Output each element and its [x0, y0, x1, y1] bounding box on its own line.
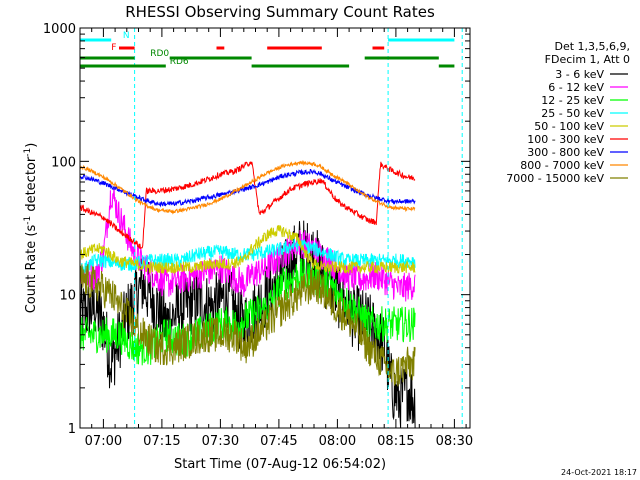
- series-line-4: [79, 225, 416, 275]
- legend-label-2: 12 - 25 keV: [541, 94, 604, 107]
- flag-label-f: F: [111, 43, 116, 53]
- flag-bar-rd0-1: [169, 56, 252, 60]
- legend-label-8: 7000 - 15000 keV: [506, 172, 604, 185]
- flag-bar-f-0: [119, 46, 135, 50]
- legend-label-6: 300 - 800 keV: [527, 146, 604, 159]
- legend-item-5: 100 - 300 keV: [527, 133, 628, 146]
- plot-frame: [79, 27, 471, 429]
- x-tick-label-4: 08:00: [319, 434, 356, 449]
- y-axis-label: Count Rate (s-1 detector-1): [23, 143, 39, 314]
- x-tick-label-5: 08:15: [377, 434, 414, 449]
- x-axis-label: Start Time (07-Aug-12 06:54:02): [174, 457, 386, 472]
- legend-label-5: 100 - 300 keV: [527, 133, 604, 146]
- flag-bar-rd0-2: [364, 56, 439, 60]
- legend-item-8: 7000 - 15000 keV: [506, 172, 628, 185]
- x-tick-label-6: 08:30: [436, 434, 473, 449]
- x-tick-label-2: 07:30: [202, 434, 239, 449]
- chart-title: RHESSI Observing Summary Count Rates: [125, 3, 435, 21]
- flag-label-n: N: [123, 31, 130, 41]
- series-line-2: [79, 258, 416, 366]
- flag-bar-rd6-1: [251, 64, 350, 68]
- legend-label-7: 800 - 7000 keV: [520, 159, 604, 172]
- flag-bar-n-0: [80, 38, 112, 42]
- y-tick-label-0: 1: [68, 422, 76, 437]
- x-tick-label-0: 07:00: [85, 434, 122, 449]
- x-tick-label-1: 07:15: [143, 434, 180, 449]
- legend-item-1: 6 - 12 keV: [548, 81, 628, 94]
- legend-item-7: 800 - 7000 keV: [520, 159, 628, 172]
- flag-bar-rd6-0: [80, 64, 166, 68]
- flag-bar-f-2: [267, 46, 322, 50]
- legend-header-line1: Det 1,3,5,6,9,: [554, 40, 630, 53]
- series-line-7: [79, 160, 416, 215]
- series-line-5: [79, 161, 416, 250]
- y-tick-label-1: 10: [59, 289, 76, 304]
- x-tick-label-3: 07:45: [260, 434, 297, 449]
- flag-label-rd6: RD6: [170, 57, 189, 67]
- series-line-6: [79, 168, 416, 208]
- flag-label-rd0: RD0: [150, 49, 169, 59]
- legend-item-2: 12 - 25 keV: [541, 94, 628, 107]
- series-line-8: [79, 264, 416, 387]
- flag-bar-n-1: [388, 38, 455, 42]
- legend: Det 1,3,5,6,9, FDecim 1, Att 0 3 - 6 keV…: [506, 40, 630, 185]
- legend-label-4: 50 - 100 keV: [534, 120, 604, 133]
- flag-bar-f-1: [216, 46, 225, 50]
- legend-label-1: 6 - 12 keV: [548, 81, 604, 94]
- legend-label-3: 25 - 50 keV: [541, 107, 604, 120]
- legend-item-0: 3 - 6 keV: [555, 68, 628, 81]
- flag-bar-rd6-2: [438, 64, 455, 68]
- flag-bar-rd0-0: [80, 56, 135, 60]
- legend-header-line2: FDecim 1, Att 0: [545, 53, 630, 66]
- legend-label-0: 3 - 6 keV: [555, 68, 604, 81]
- y-tick-label-3: 1000: [43, 22, 76, 37]
- legend-item-6: 300 - 800 keV: [527, 146, 628, 159]
- date-stamp: 24-Oct-2021 18:17: [561, 468, 637, 477]
- y-tick-label-2: 100: [51, 155, 76, 170]
- legend-item-4: 50 - 100 keV: [534, 120, 628, 133]
- flag-bar-f-3: [372, 46, 385, 50]
- legend-item-3: 25 - 50 keV: [541, 107, 628, 120]
